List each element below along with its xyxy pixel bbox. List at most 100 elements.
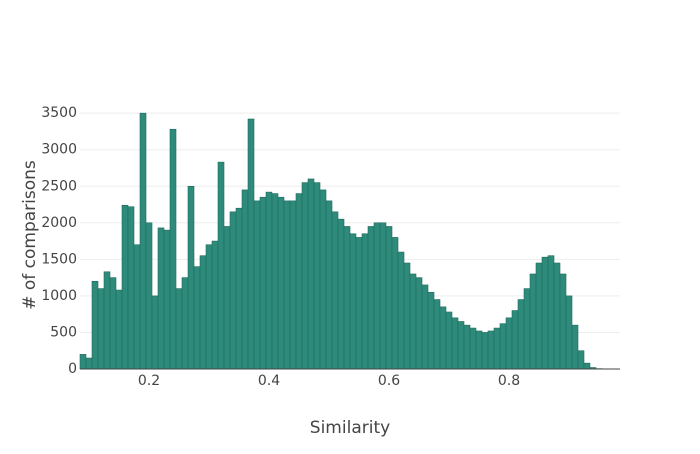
y-tick-label: 1500 [41, 251, 77, 267]
bar [164, 230, 170, 369]
bar [548, 256, 554, 369]
bar [170, 129, 176, 369]
bar [554, 263, 560, 369]
bar [254, 201, 260, 369]
x-axis-title: Similarity [310, 418, 390, 438]
bar [344, 226, 350, 369]
bar [434, 300, 440, 369]
bar [458, 321, 464, 369]
bar [80, 354, 86, 369]
bar [404, 263, 410, 369]
bar [446, 312, 452, 369]
bar [146, 223, 152, 369]
bar [500, 324, 506, 369]
bar [260, 197, 266, 369]
bar [110, 278, 116, 369]
bar [302, 183, 308, 369]
y-tick-label: 2000 [41, 215, 77, 231]
bar [422, 285, 428, 369]
bar [194, 267, 200, 369]
bar [452, 318, 458, 369]
y-tick-label: 3500 [41, 105, 77, 121]
bar [212, 241, 218, 369]
bar [332, 212, 338, 369]
bar [200, 256, 206, 369]
bar [440, 307, 446, 369]
bar [176, 289, 182, 369]
bar [242, 190, 248, 369]
bar [218, 162, 224, 369]
bar [182, 278, 188, 369]
bar [566, 296, 572, 369]
bar [98, 289, 104, 369]
bar [206, 245, 212, 369]
bar [572, 325, 578, 369]
bar [134, 245, 140, 369]
y-tick-label: 0 [68, 361, 77, 377]
y-tick-label: 1000 [41, 288, 77, 304]
x-tick-label: 0.8 [498, 373, 520, 389]
y-tick-label: 3000 [41, 142, 77, 158]
bar [320, 190, 326, 369]
bar [410, 274, 416, 369]
x-tick-label: 0.2 [138, 373, 160, 389]
bar [188, 186, 194, 369]
bar [380, 223, 386, 369]
bar [578, 351, 584, 369]
bar [158, 228, 164, 369]
bar [350, 234, 356, 369]
bar [272, 194, 278, 369]
bar [374, 223, 380, 369]
bar [236, 208, 242, 369]
bar [308, 179, 314, 369]
bar [284, 201, 290, 369]
bar [386, 226, 392, 369]
bar [560, 274, 566, 369]
y-axis-title: # of comparisons [20, 160, 40, 310]
bar [482, 332, 488, 369]
y-tick-label: 500 [50, 324, 77, 340]
bar [278, 197, 284, 369]
bar [314, 183, 320, 369]
bar [494, 328, 500, 369]
bar [86, 358, 92, 369]
bar [470, 328, 476, 369]
bar [476, 331, 482, 369]
bar [368, 226, 374, 369]
bar [230, 212, 236, 369]
bar [224, 226, 230, 369]
x-tick-label: 0.6 [378, 373, 400, 389]
bar [122, 205, 128, 369]
bar [584, 363, 590, 369]
bar [506, 318, 512, 369]
bar [416, 278, 422, 369]
bar [428, 292, 434, 369]
bar [290, 201, 296, 369]
bar [512, 311, 518, 369]
bar [152, 296, 158, 369]
bar [266, 192, 272, 369]
bar [248, 119, 254, 369]
bar [104, 272, 110, 369]
bar [392, 237, 398, 369]
bar [398, 252, 404, 369]
bar [116, 290, 122, 369]
bar [530, 274, 536, 369]
bar [356, 237, 362, 369]
bar [542, 257, 548, 369]
y-tick-label: 2500 [41, 178, 77, 194]
bar [362, 234, 368, 369]
bar [92, 281, 98, 369]
bar [518, 300, 524, 369]
bar [140, 113, 146, 369]
bar [338, 219, 344, 369]
bar [488, 331, 494, 369]
bar [326, 201, 332, 369]
bar [536, 263, 542, 369]
bar [128, 207, 134, 369]
bar [296, 194, 302, 369]
x-tick-label: 0.4 [258, 373, 280, 389]
bar [464, 325, 470, 369]
bar [524, 289, 530, 369]
